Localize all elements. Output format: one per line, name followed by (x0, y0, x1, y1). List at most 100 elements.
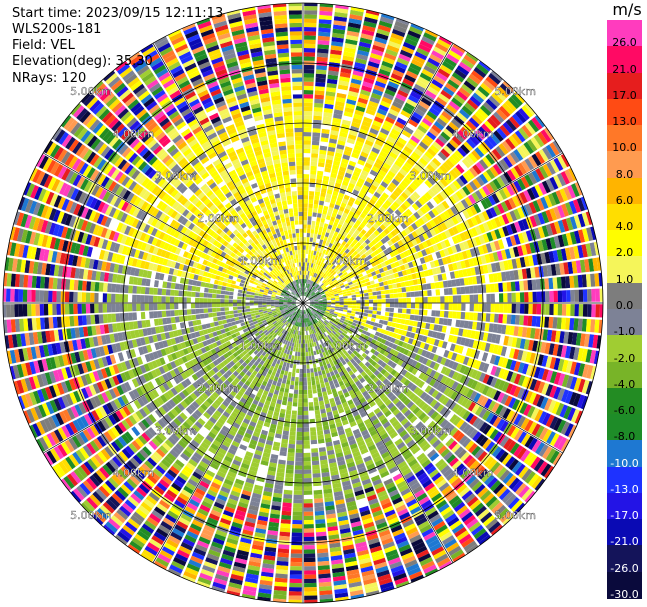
gate-cell (417, 264, 424, 272)
gate-cell (406, 350, 413, 358)
gate-cell (286, 405, 292, 411)
gate-cell (447, 79, 460, 90)
gate-cell (386, 391, 394, 399)
gate-cell (331, 41, 344, 47)
gate-cell (343, 298, 348, 301)
gate-cell (423, 270, 430, 277)
gate-cell (478, 159, 489, 170)
gate-cell (313, 297, 318, 300)
gate-cell (441, 200, 450, 210)
gate-cell (300, 356, 303, 361)
gate-cell (387, 136, 397, 144)
gate-cell (353, 285, 359, 289)
gate-cell (384, 270, 390, 276)
gate-cell (433, 259, 440, 267)
gate-cell (326, 317, 331, 321)
gate-cell (338, 135, 347, 142)
gate-cell (465, 120, 477, 131)
gate-cell (380, 238, 387, 245)
gate-cell (569, 275, 575, 288)
gate-cell (508, 477, 520, 490)
gate-cell (370, 367, 377, 374)
gate-cell (339, 305, 344, 308)
gate-cell (451, 361, 459, 371)
gate-cell (412, 321, 418, 327)
gate-cell (327, 323, 332, 328)
gate-cell (537, 240, 544, 252)
gate-cell (310, 368, 314, 373)
gate-cell (388, 215, 396, 222)
gate-cell (370, 348, 376, 354)
gate-cell (526, 405, 536, 418)
gate-cell (373, 84, 385, 93)
gate-cell (417, 380, 425, 389)
gate-cell (493, 130, 504, 142)
gate-cell (491, 193, 500, 204)
gate-cell (397, 224, 404, 232)
gate-cell (369, 373, 377, 380)
gate-cell (393, 144, 403, 153)
gate-cell (348, 220, 355, 227)
gate-cell (384, 210, 391, 218)
gate-cell (412, 111, 423, 121)
gate-cell (442, 409, 452, 418)
gate-cell (531, 315, 537, 327)
gate-cell (403, 349, 410, 356)
gate-cell (413, 285, 419, 291)
gate-cell (319, 257, 323, 262)
gate-cell (507, 497, 520, 510)
gate-cell (433, 413, 442, 423)
gate-cell (382, 334, 388, 340)
gate-cell (502, 314, 508, 324)
gate-cell (303, 486, 313, 491)
gate-cell (320, 141, 328, 147)
gate-cell (315, 77, 326, 83)
gate-cell (312, 123, 321, 129)
gate-cell (415, 409, 424, 418)
gate-cell (456, 419, 465, 429)
gate-cell (545, 238, 553, 250)
gate-cell (303, 178, 309, 183)
gate-cell (470, 380, 479, 390)
gate-cell (323, 223, 329, 229)
gate-cell (303, 490, 313, 495)
gate-cell (294, 381, 299, 386)
gate-cell (347, 239, 353, 245)
gate-cell (445, 342, 452, 351)
gate-cell (511, 461, 523, 474)
gate-cell (484, 120, 495, 132)
gate-cell (380, 100, 391, 109)
gate-cell (304, 274, 306, 280)
gate-cell (356, 53, 368, 61)
gate-cell (340, 317, 345, 322)
gate-cell (484, 398, 493, 409)
gate-cell (454, 132, 465, 143)
gate-cell (402, 78, 415, 87)
gate-cell (343, 176, 351, 183)
gate-cell (379, 150, 388, 159)
gate-cell (435, 71, 448, 82)
gate-cell (396, 57, 410, 66)
gate-cell (347, 329, 353, 335)
gate-cell (367, 288, 373, 293)
gate-cell (469, 248, 477, 257)
gate-cell (521, 231, 529, 243)
gate-cell (434, 282, 440, 289)
gate-cell (521, 268, 528, 279)
gate-cell (592, 257, 599, 272)
gate-cell (278, 544, 290, 550)
gate-cell (361, 247, 368, 254)
gate-cell (482, 332, 489, 342)
gate-cell (536, 291, 542, 303)
gate-cell (354, 326, 360, 331)
gate-cell (506, 314, 512, 324)
gate-cell (314, 303, 319, 305)
gate-cell (334, 152, 343, 158)
gate-cell (316, 279, 320, 284)
gate-cell (372, 44, 385, 53)
gate-cell (347, 310, 352, 313)
gate-cell (288, 443, 295, 449)
gate-cell (308, 402, 314, 407)
gate-cell (459, 364, 467, 374)
gate-cell (317, 370, 322, 376)
